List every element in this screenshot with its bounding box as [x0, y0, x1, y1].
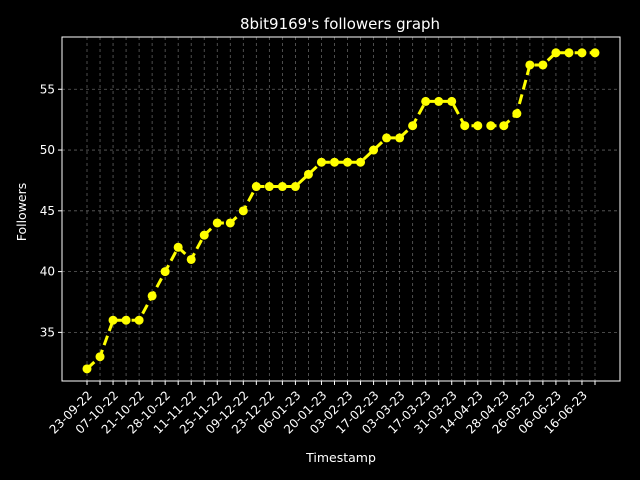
- data-point: [251, 182, 261, 192]
- data-point: [303, 169, 313, 179]
- plot-frame: [61, 36, 621, 382]
- data-point: [486, 121, 496, 131]
- data-point: [382, 133, 392, 143]
- data-point: [212, 218, 222, 228]
- y-tick-label: 45: [40, 204, 55, 218]
- data-point: [238, 206, 248, 216]
- data-point: [147, 291, 157, 301]
- data-point: [316, 157, 326, 167]
- chart-title: 8bit9169's followers graph: [240, 15, 440, 33]
- data-point: [551, 48, 561, 58]
- y-tick-label: 35: [40, 325, 55, 339]
- data-point: [199, 230, 209, 240]
- data-point: [160, 267, 170, 277]
- data-point: [408, 121, 418, 131]
- series-line: [85, 51, 595, 370]
- data-point: [356, 157, 366, 167]
- data-point: [564, 48, 574, 58]
- data-point: [264, 182, 274, 192]
- data-point: [499, 121, 509, 131]
- data-point: [512, 109, 522, 119]
- data-point: [460, 121, 470, 131]
- data-point: [329, 157, 339, 167]
- data-point: [277, 182, 287, 192]
- data-point: [225, 218, 235, 228]
- data-point: [369, 145, 379, 155]
- y-tick-label: 50: [40, 143, 55, 157]
- y-tick-label: 40: [40, 265, 55, 279]
- y-axis-label: Followers: [14, 183, 29, 242]
- data-point: [590, 48, 600, 58]
- data-point: [186, 254, 196, 264]
- data-point: [473, 121, 483, 131]
- data-point: [525, 60, 535, 70]
- data-point: [343, 157, 353, 167]
- y-tick-label: 55: [40, 82, 55, 96]
- series-followers: [82, 48, 600, 374]
- data-point: [121, 315, 131, 325]
- data-point: [395, 133, 405, 143]
- data-point: [434, 96, 444, 106]
- data-point: [447, 96, 457, 106]
- data-point: [134, 315, 144, 325]
- grid-lines: [62, 37, 620, 381]
- data-point: [173, 242, 183, 252]
- x-axis-label: Timestamp: [305, 450, 376, 465]
- data-point: [108, 315, 118, 325]
- data-point: [95, 352, 105, 362]
- data-point: [290, 182, 300, 192]
- data-point: [577, 48, 587, 58]
- data-point: [421, 96, 431, 106]
- data-point: [538, 60, 548, 70]
- data-point: [82, 364, 92, 374]
